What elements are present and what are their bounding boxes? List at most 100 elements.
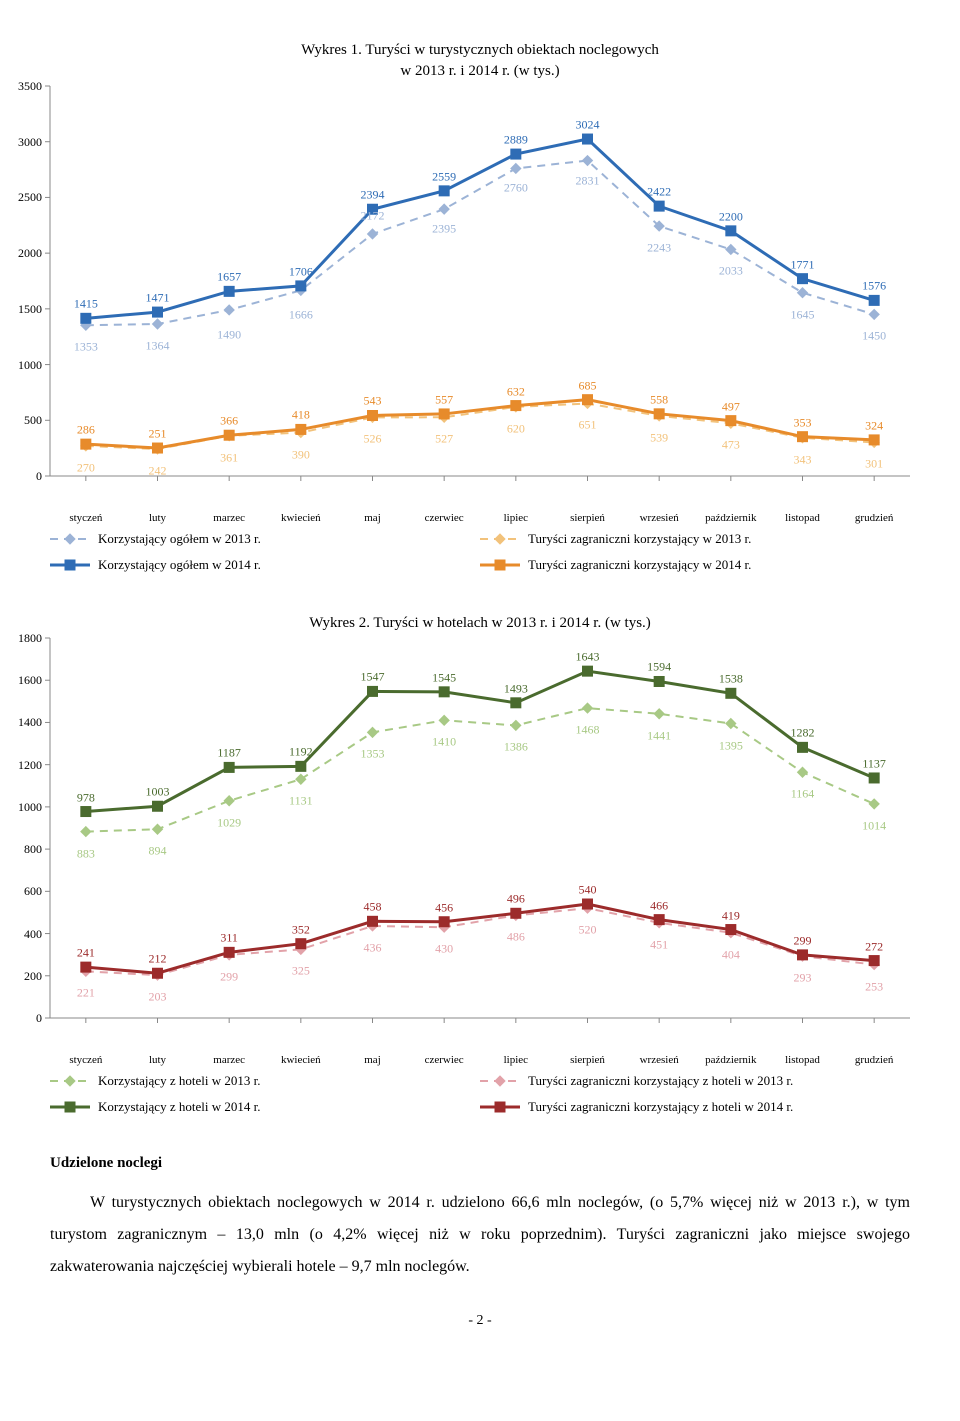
y-tick-label: 1000	[10, 358, 42, 373]
y-tick-label: 1500	[10, 302, 42, 317]
data-label: 1538	[719, 672, 743, 687]
data-label: 212	[149, 952, 167, 967]
data-label: 1493	[504, 681, 528, 696]
data-label: 325	[292, 964, 310, 979]
legend-label: Korzystający z hoteli w 2014 r.	[98, 1099, 260, 1115]
data-label: 685	[579, 378, 597, 393]
data-label: 353	[794, 415, 812, 430]
data-label: 894	[149, 844, 167, 859]
y-tick-label: 200	[10, 969, 42, 984]
chart1-legend: Korzystający ogółem w 2013 r. Korzystając…	[50, 531, 910, 573]
data-label: 1003	[146, 785, 170, 800]
data-label: 270	[77, 460, 95, 475]
chart1-title: Wykres 1. Turyści w turystycznych obiekt…	[50, 40, 910, 82]
legend-item: Turyści zagraniczni korzystający z hotel…	[480, 1073, 910, 1089]
legend-item: Turyści zagraniczni korzystający z hotel…	[480, 1099, 910, 1115]
legend-item: Turyści zagraniczni korzystający w 2013 …	[480, 531, 910, 547]
data-label: 473	[722, 438, 740, 453]
y-tick-label: 500	[10, 413, 42, 428]
legend-swatch	[480, 533, 520, 545]
data-label: 1657	[217, 270, 241, 285]
legend-swatch	[480, 1101, 520, 1113]
x-category-label: październik	[705, 512, 756, 524]
y-tick-label: 2500	[10, 190, 42, 205]
data-label: 324	[865, 418, 883, 433]
x-category-label: styczeń	[69, 512, 102, 524]
data-label: 497	[722, 399, 740, 414]
x-category-label: listopad	[785, 512, 820, 524]
data-label: 1029	[217, 815, 241, 830]
data-label: 520	[579, 923, 597, 938]
data-label: 251	[149, 427, 167, 442]
x-category-label: czerwiec	[425, 512, 464, 524]
legend-swatch	[50, 533, 90, 545]
data-label: 1547	[361, 670, 385, 685]
x-category-label: grudzień	[855, 1054, 893, 1066]
data-label: 311	[220, 931, 238, 946]
body-paragraph-text: W turystycznych obiektach noclegowych w …	[50, 1194, 910, 1275]
y-tick-label: 600	[10, 884, 42, 899]
data-label: 430	[435, 942, 453, 957]
data-label: 1137	[862, 756, 886, 771]
data-label: 540	[579, 883, 597, 898]
y-tick-label: 1800	[10, 631, 42, 646]
data-label: 527	[435, 432, 453, 447]
data-label: 419	[722, 908, 740, 923]
legend-swatch	[50, 1101, 90, 1113]
x-category-label: grudzień	[855, 512, 893, 524]
data-label: 286	[77, 423, 95, 438]
data-label: 1468	[576, 723, 600, 738]
data-label: 2395	[432, 222, 456, 237]
data-label: 1386	[504, 740, 528, 755]
plot-area	[50, 86, 910, 506]
y-tick-label: 1600	[10, 673, 42, 688]
y-tick-label: 400	[10, 927, 42, 942]
x-category-label: kwiecień	[281, 512, 321, 524]
x-category-label: lipiec	[504, 512, 528, 524]
data-label: 557	[435, 392, 453, 407]
chart2: 020040060080010001200140016001800styczeń…	[50, 638, 910, 1048]
data-label: 2243	[647, 241, 671, 256]
x-category-label: lipiec	[504, 1054, 528, 1066]
data-label: 1771	[791, 257, 815, 272]
x-category-label: maj	[364, 1054, 381, 1066]
data-label: 301	[865, 457, 883, 472]
legend-label: Turyści zagraniczni korzystający w 2013 …	[528, 531, 751, 547]
x-category-label: sierpień	[570, 512, 605, 524]
data-label: 242	[149, 464, 167, 479]
chart2-title: Wykres 2. Turyści w hotelach w 2013 r. i…	[50, 613, 910, 634]
data-label: 272	[865, 939, 883, 954]
data-label: 1706	[289, 264, 313, 279]
data-label: 632	[507, 384, 525, 399]
x-category-label: czerwiec	[425, 1054, 464, 1066]
data-label: 2172	[361, 208, 385, 223]
data-label: 1364	[146, 339, 170, 354]
data-label: 418	[292, 408, 310, 423]
x-category-label: listopad	[785, 1054, 820, 1066]
data-label: 361	[220, 450, 238, 465]
data-label: 1545	[432, 670, 456, 685]
data-label: 1164	[791, 787, 815, 802]
legend-item: Korzystający ogółem w 2014 r.	[50, 557, 480, 573]
data-label: 1395	[719, 738, 743, 753]
legend-item: Korzystający ogółem w 2013 r.	[50, 531, 480, 547]
data-label: 299	[220, 969, 238, 984]
data-label: 366	[220, 414, 238, 429]
data-label: 253	[865, 979, 883, 994]
legend-swatch	[50, 559, 90, 571]
x-category-label: wrzesień	[640, 512, 679, 524]
legend-label: Korzystający ogółem w 2014 r.	[98, 557, 261, 573]
x-category-label: luty	[149, 1054, 166, 1066]
data-label: 1666	[289, 308, 313, 323]
chart1: 0500100015002000250030003500styczeńlutym…	[50, 86, 910, 506]
y-tick-label: 0	[10, 469, 42, 484]
data-label: 2889	[504, 133, 528, 148]
x-category-label: październik	[705, 1054, 756, 1066]
x-category-label: marzec	[213, 1054, 245, 1066]
data-label: 1490	[217, 327, 241, 342]
data-label: 390	[292, 447, 310, 462]
data-label: 299	[794, 933, 812, 948]
data-label: 2559	[432, 169, 456, 184]
data-label: 3024	[576, 118, 600, 133]
page-number: - 2 -	[50, 1313, 910, 1329]
